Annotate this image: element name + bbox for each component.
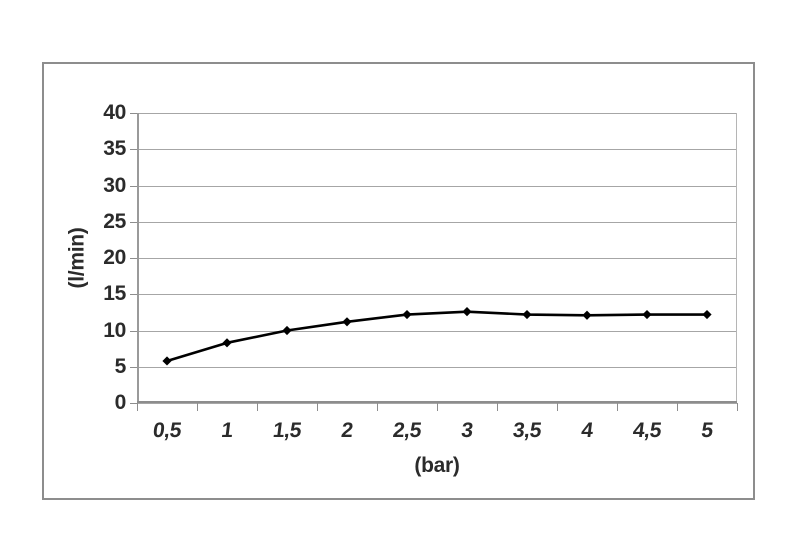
series-line (165, 310, 709, 363)
y-tick (130, 258, 137, 259)
y-tick-label: 35 (103, 137, 126, 161)
plot-right-edge (736, 113, 737, 403)
x-tick-label: 0,5 (151, 419, 183, 442)
x-tick-label: 3,5 (511, 419, 543, 442)
data-point-marker (582, 310, 592, 320)
x-tick (137, 403, 138, 411)
x-tick-label: 4 (580, 419, 595, 442)
data-point-marker (222, 338, 232, 348)
y-tick (130, 403, 137, 404)
gridline (137, 221, 737, 223)
x-tick (737, 403, 738, 411)
x-tick (377, 403, 378, 411)
x-tick (497, 403, 498, 411)
x-axis-title: (bar) (414, 454, 460, 477)
gridline (137, 185, 737, 187)
data-point-marker (522, 309, 532, 320)
x-tick-label: 5 (700, 419, 715, 442)
y-tick-label: 20 (103, 246, 126, 269)
gridline (137, 149, 737, 151)
data-series-layer (162, 307, 712, 366)
y-tick-label: 25 (103, 209, 126, 233)
gridline (137, 330, 737, 332)
data-point-marker (162, 356, 172, 366)
x-tick-label: 1,5 (271, 419, 303, 442)
y-tick-label: 10 (103, 318, 126, 342)
gridline (137, 294, 737, 296)
y-tick-label: 40 (103, 101, 126, 124)
data-point-marker (642, 309, 652, 320)
x-tick-label: 3 (460, 419, 475, 442)
x-tick (257, 403, 258, 411)
data-point-marker (462, 307, 472, 317)
y-tick (130, 366, 137, 368)
y-tick-label: 30 (103, 173, 126, 197)
data-point-marker (282, 325, 292, 336)
y-tick (130, 113, 137, 114)
y-tick (130, 185, 137, 187)
x-tick (677, 403, 678, 411)
x-tick (617, 403, 618, 411)
x-tick-label: 1 (220, 419, 235, 442)
data-point-marker (342, 317, 352, 327)
y-tick-label: 0 (114, 391, 127, 414)
x-tick (557, 403, 558, 411)
x-tick (317, 403, 318, 411)
y-tick-label: 5 (114, 354, 127, 378)
gridline (137, 258, 737, 259)
gridline (137, 366, 737, 368)
y-axis-title-label: (l/min) (65, 227, 89, 289)
x-tick (197, 403, 198, 411)
gridline (137, 113, 737, 114)
x-tick-label: 4,5 (631, 419, 663, 442)
y-axis-line (137, 113, 139, 403)
x-axis-line (137, 401, 737, 403)
data-point-marker (402, 309, 412, 320)
x-tick (437, 403, 438, 411)
x-tick-label: 2,5 (391, 419, 423, 442)
y-axis-title: (l/min) (62, 113, 92, 403)
y-tick (130, 294, 137, 296)
data-point-marker (702, 309, 712, 320)
plot-area: 0 5 10 15 20 25 30 35 40 0,5 1 1,5 2 2,5 3 3,5 4 4,5 5 (103, 101, 738, 442)
y-tick (130, 149, 137, 151)
y-tick (130, 330, 137, 332)
y-tick (130, 221, 137, 223)
x-tick-label: 2 (340, 419, 355, 442)
chart-frame: (l/min) 0 5 10 15 20 25 30 35 40 0,5 1 1,5 2 2,5 3 3,5… (42, 62, 755, 500)
y-tick-label: 15 (103, 282, 126, 306)
